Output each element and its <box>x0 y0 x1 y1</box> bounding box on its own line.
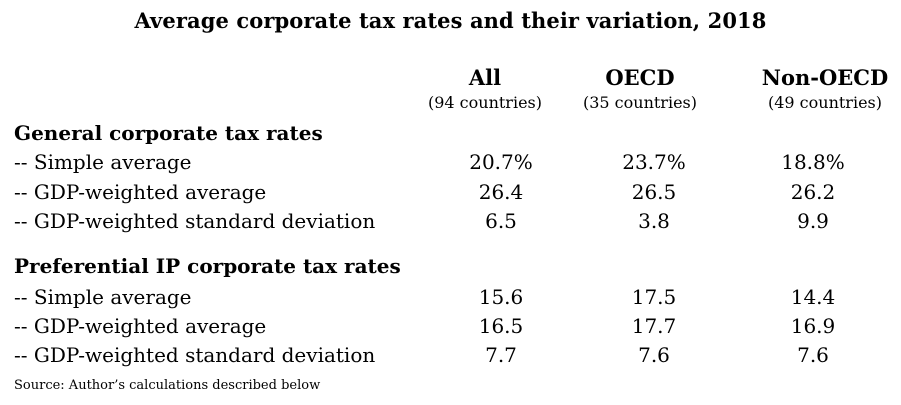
section-title-general: General corporate tax rates <box>14 121 323 145</box>
table-row: -- GDP-weighted average 16.5 17.7 16.9 <box>14 311 894 341</box>
row-label: -- GDP-weighted average <box>14 180 267 204</box>
column-header-all: All (94 countries) <box>420 64 550 114</box>
cell-all: 6.5 <box>485 209 517 233</box>
row-label: -- Simple average <box>14 285 192 309</box>
row-label: -- GDP-weighted standard deviation <box>14 209 376 233</box>
table-title: Average corporate tax rates and their va… <box>134 8 767 33</box>
cell-oecd: 23.7% <box>622 150 686 174</box>
cell-oecd: 7.6 <box>638 343 670 367</box>
cell-non-oecd: 7.6 <box>797 343 829 367</box>
cell-oecd: 17.5 <box>631 285 677 309</box>
table-row: -- Simple average 15.6 17.5 14.4 <box>14 282 894 312</box>
cell-all: 7.7 <box>485 343 517 367</box>
cell-all: 16.5 <box>478 314 524 338</box>
table-row: -- Simple average 20.7% 23.7% 18.8% <box>14 147 894 177</box>
column-subtitle: (35 countries) <box>582 93 697 112</box>
column-subtitle: (49 countries) <box>767 93 882 112</box>
table-row: -- GDP-weighted average 26.4 26.5 26.2 <box>14 177 894 207</box>
row-label: -- Simple average <box>14 150 192 174</box>
cell-non-oecd: 14.4 <box>790 285 836 309</box>
row-label: -- GDP-weighted standard deviation <box>14 343 376 367</box>
table-row: -- GDP-weighted standard deviation 6.5 3… <box>14 206 894 236</box>
cell-oecd: 26.5 <box>631 180 677 204</box>
row-label: -- GDP-weighted average <box>14 314 267 338</box>
cell-oecd: 17.7 <box>631 314 677 338</box>
cell-all: 26.4 <box>478 180 524 204</box>
table-row: -- GDP-weighted standard deviation 7.7 7… <box>14 340 894 370</box>
cell-all: 20.7% <box>469 150 533 174</box>
cell-non-oecd: 18.8% <box>781 150 845 174</box>
source-note: Source: Author’s calculations described … <box>14 378 321 393</box>
column-name: Non-OECD <box>761 65 889 90</box>
cell-non-oecd: 9.9 <box>797 209 829 233</box>
column-name: OECD <box>605 65 675 90</box>
column-subtitle: (94 countries) <box>427 93 542 112</box>
column-header-non-oecd: Non-OECD (49 countries) <box>755 64 895 114</box>
column-header-oecd: OECD (35 countries) <box>575 64 705 114</box>
cell-oecd: 3.8 <box>638 209 670 233</box>
section-title-preferential-ip: Preferential IP corporate tax rates <box>14 254 401 278</box>
cell-non-oecd: 26.2 <box>790 180 836 204</box>
cell-non-oecd: 16.9 <box>790 314 836 338</box>
cell-all: 15.6 <box>478 285 524 309</box>
column-name: All <box>468 65 502 90</box>
